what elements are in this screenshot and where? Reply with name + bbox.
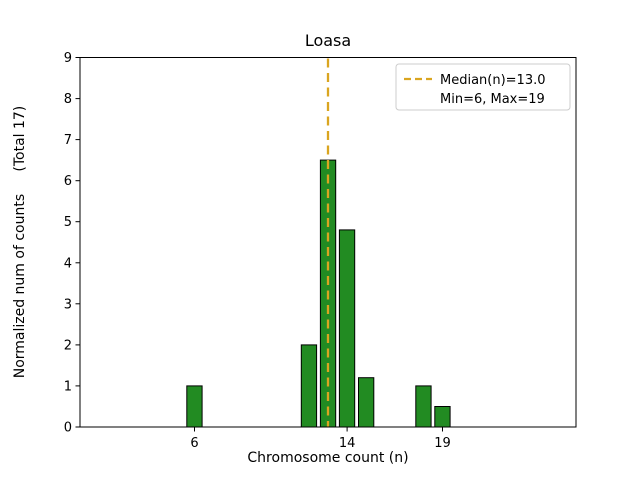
x-axis-label: Chromosome count (n) bbox=[247, 450, 408, 466]
y-axis-label: Normalized num of counts (Total 17) bbox=[12, 106, 28, 379]
y-tick-label: 6 bbox=[64, 174, 72, 189]
x-tick-label: 19 bbox=[434, 436, 451, 451]
legend-entry-median: Median(n)=13.0 bbox=[440, 73, 546, 88]
y-tick-label: 2 bbox=[64, 338, 72, 353]
histogram-bar bbox=[186, 385, 203, 428]
plot-border bbox=[79, 57, 577, 428]
y-tick-label: 0 bbox=[64, 421, 72, 436]
bars-group bbox=[186, 159, 451, 428]
y-tick-label: 5 bbox=[64, 215, 72, 230]
y-axis-ticks: 0 1 2 3 4 5 6 7 8 9 bbox=[64, 51, 80, 436]
x-tick-label: 14 bbox=[339, 436, 356, 451]
legend-entry-minmax: Min=6, Max=19 bbox=[440, 92, 545, 107]
x-axis-ticks: 6 14 19 bbox=[190, 427, 451, 451]
x-tick-label: 6 bbox=[190, 436, 198, 451]
chart-title: Loasa bbox=[305, 31, 351, 50]
y-tick-label: 7 bbox=[64, 133, 72, 148]
y-tick-label: 4 bbox=[64, 256, 72, 271]
y-tick-label: 3 bbox=[64, 297, 72, 312]
histogram-bar bbox=[434, 406, 451, 428]
legend: Median(n)=13.0 Min=6, Max=19 bbox=[395, 63, 571, 111]
histogram-bar bbox=[358, 377, 375, 428]
y-tick-label: 8 bbox=[64, 92, 72, 107]
histogram-bar bbox=[338, 229, 356, 428]
legend-box bbox=[395, 63, 571, 111]
y-tick-label: 1 bbox=[64, 379, 72, 394]
histogram-bar bbox=[300, 344, 318, 428]
y-tick-label: 9 bbox=[64, 51, 72, 66]
histogram-bar bbox=[415, 385, 432, 428]
